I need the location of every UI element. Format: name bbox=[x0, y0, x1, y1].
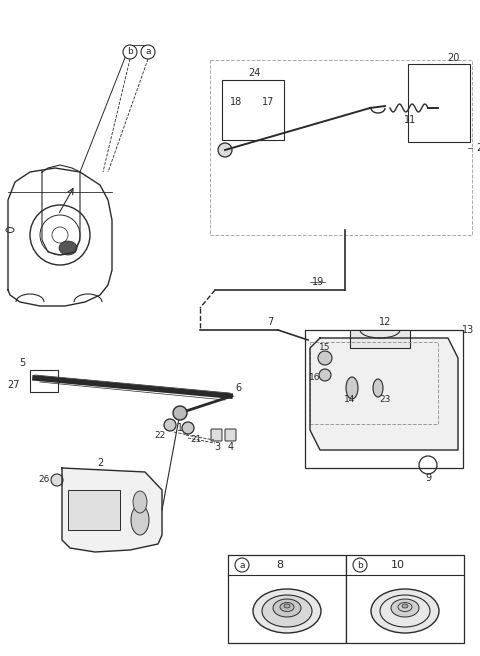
Circle shape bbox=[164, 419, 176, 431]
Bar bbox=[310, 342, 438, 424]
Text: b: b bbox=[357, 560, 363, 569]
Text: 12: 12 bbox=[379, 317, 391, 327]
Bar bbox=[228, 555, 346, 643]
Circle shape bbox=[123, 45, 137, 59]
Ellipse shape bbox=[133, 491, 147, 513]
Ellipse shape bbox=[262, 595, 312, 627]
Ellipse shape bbox=[284, 604, 290, 608]
Text: 10: 10 bbox=[391, 560, 405, 570]
Circle shape bbox=[218, 143, 232, 157]
Circle shape bbox=[173, 406, 187, 420]
Text: 27: 27 bbox=[8, 380, 20, 390]
Bar bbox=[350, 330, 410, 348]
Ellipse shape bbox=[391, 599, 419, 617]
Text: 24: 24 bbox=[248, 68, 260, 78]
Polygon shape bbox=[310, 338, 458, 450]
Text: 25: 25 bbox=[476, 143, 480, 153]
Ellipse shape bbox=[373, 379, 383, 397]
FancyBboxPatch shape bbox=[211, 429, 222, 441]
Text: 19: 19 bbox=[312, 277, 324, 287]
Bar bbox=[222, 80, 284, 140]
Circle shape bbox=[182, 422, 194, 434]
Text: 3: 3 bbox=[214, 442, 220, 452]
Circle shape bbox=[318, 351, 332, 365]
Circle shape bbox=[141, 45, 155, 59]
Ellipse shape bbox=[253, 589, 321, 633]
Text: a: a bbox=[239, 560, 245, 569]
Text: 5: 5 bbox=[19, 358, 25, 368]
Circle shape bbox=[235, 558, 249, 572]
Text: 4: 4 bbox=[228, 442, 234, 452]
Text: 23: 23 bbox=[379, 396, 391, 405]
Text: 14: 14 bbox=[344, 396, 356, 405]
Text: a: a bbox=[145, 47, 151, 56]
Text: 20: 20 bbox=[447, 53, 459, 63]
Text: 9: 9 bbox=[425, 473, 431, 483]
Text: 22: 22 bbox=[155, 432, 166, 440]
Ellipse shape bbox=[131, 505, 149, 535]
Text: 26: 26 bbox=[38, 476, 50, 485]
Circle shape bbox=[51, 474, 63, 486]
Text: 8: 8 bbox=[276, 560, 284, 570]
Text: 21: 21 bbox=[190, 436, 202, 445]
Ellipse shape bbox=[346, 377, 358, 399]
Text: 7: 7 bbox=[267, 317, 273, 327]
FancyBboxPatch shape bbox=[225, 429, 236, 441]
Ellipse shape bbox=[59, 241, 77, 255]
Text: 18: 18 bbox=[230, 97, 242, 107]
Text: 6: 6 bbox=[235, 383, 241, 393]
Text: 15: 15 bbox=[319, 344, 331, 352]
Text: b: b bbox=[127, 47, 133, 56]
Ellipse shape bbox=[280, 602, 294, 611]
Text: 2: 2 bbox=[97, 458, 103, 468]
Bar bbox=[68, 490, 120, 530]
Polygon shape bbox=[62, 468, 162, 552]
Ellipse shape bbox=[371, 589, 439, 633]
Bar bbox=[408, 64, 470, 142]
Bar bbox=[305, 330, 463, 468]
Bar bbox=[30, 370, 58, 392]
Text: 13: 13 bbox=[462, 325, 474, 335]
Bar bbox=[210, 60, 472, 235]
Circle shape bbox=[353, 558, 367, 572]
Ellipse shape bbox=[402, 604, 408, 608]
Ellipse shape bbox=[273, 599, 301, 617]
Text: 11: 11 bbox=[404, 115, 416, 125]
Circle shape bbox=[319, 369, 331, 381]
Text: 1: 1 bbox=[177, 423, 183, 433]
Text: 16: 16 bbox=[309, 373, 321, 382]
Bar bbox=[346, 555, 464, 643]
Text: 17: 17 bbox=[262, 97, 274, 107]
